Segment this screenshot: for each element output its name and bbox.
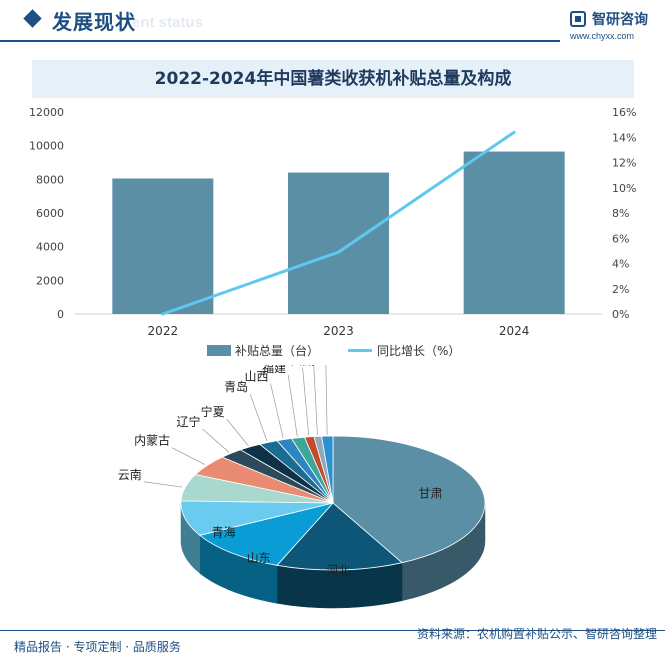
pie-slice-河北 <box>276 502 403 571</box>
pie-slice-其他 <box>321 435 334 504</box>
line-point-2022 <box>161 312 165 316</box>
pie-slice-山东 <box>198 502 335 566</box>
pie-leader-line <box>226 418 249 446</box>
section-title: 发展现状 <box>52 10 136 34</box>
footer-slogan: 精品报告 · 专项定制 · 品质服务 <box>14 640 181 654</box>
chart-title: 2022-2024年中国薯类收获机补贴总量及构成 <box>154 69 512 89</box>
brand-mark-icon <box>570 11 586 27</box>
pie-leader-line <box>202 428 230 453</box>
y-right-tick-label: 4% <box>612 258 629 271</box>
pie-label-宁夏: 宁夏 <box>201 404 225 419</box>
legend-label-line: 同比增长（%） <box>377 344 460 358</box>
header-divider <box>0 40 560 42</box>
pie-label-甘肃: 甘肃 <box>419 487 443 501</box>
line-point-2024 <box>512 130 516 134</box>
pie-slice-甘肃 <box>332 435 486 564</box>
y-right-tick-label: 6% <box>612 232 629 245</box>
pie-label-青岛: 青岛 <box>224 379 248 394</box>
x-tick-label: 2022 <box>148 324 179 338</box>
y-right-tick-label: 12% <box>612 157 636 170</box>
y-left-tick-label: 6000 <box>36 207 64 220</box>
pie-chart: 甘肃河北山东青海云南内蒙古辽宁宁夏青岛山西福建西藏河南其他 <box>118 365 486 609</box>
pie-label-山西: 山西 <box>245 370 269 384</box>
pie-leader-line <box>249 393 268 442</box>
y-left-tick-label: 0 <box>57 308 64 321</box>
pie-leader-line <box>171 447 205 465</box>
y-right-tick-label: 16% <box>612 106 636 119</box>
combo-chart: 0 2000 4000 6000 8000 10000 12000 0% 2% 4% 6% 8% 10%… <box>29 106 636 358</box>
pie-label-河北: 河北 <box>326 564 350 578</box>
line-point-2023 <box>337 250 340 254</box>
pie-leader-line <box>302 367 310 436</box>
legend-label-bar: 补贴总量（台） <box>235 343 319 358</box>
y-left-tick-label: 10000 <box>29 140 64 153</box>
bar-2023 <box>288 172 389 314</box>
pie-label-青海: 青海 <box>212 525 236 540</box>
pie-label-云南: 云南 <box>118 467 142 482</box>
pie-leader-line <box>325 365 328 435</box>
y-right-tick-label: 14% <box>612 131 636 144</box>
y-right-tick-label: 2% <box>612 283 629 296</box>
pie-label-辽宁: 辽宁 <box>176 414 200 429</box>
brand-name: 智研咨询 <box>592 12 648 28</box>
y-right-tick-label: 0% <box>612 308 629 321</box>
chart-title-bar: 2022-2024年中国薯类收获机补贴总量及构成 <box>32 60 634 98</box>
y-left-tick-label: 12000 <box>29 106 64 119</box>
y-right-tick-label: 10% <box>612 182 636 195</box>
pie-leader-line <box>287 374 298 437</box>
pie-label-福建: 福建 <box>262 365 286 375</box>
x-tick-label: 2024 <box>499 324 530 338</box>
pie-label-西藏: 西藏 <box>291 365 315 367</box>
pie-leader-line <box>143 481 183 488</box>
y-right-tick-label: 8% <box>612 207 629 220</box>
x-tick-label: 2023 <box>323 324 354 338</box>
pie-leader-line <box>313 365 318 436</box>
brand-logo: 智研咨询 www.chyxx.com <box>570 9 660 43</box>
data-source: 资料来源：农机购置补贴公示、智研咨询整理 <box>416 627 657 641</box>
footer-divider <box>0 630 665 631</box>
legend-swatch-bar <box>207 345 231 356</box>
y-left-tick-label: 4000 <box>36 241 64 254</box>
bar-2022 <box>112 178 214 314</box>
pie-leader-line <box>270 383 284 439</box>
pie-label-内蒙古: 内蒙古 <box>134 433 170 448</box>
section-header: ent status 发展现状 <box>0 0 665 44</box>
pie-label-山东: 山东 <box>247 551 271 565</box>
bar-2024 <box>463 151 565 314</box>
header-ghost-text: ent status <box>132 14 203 31</box>
brand-url: www.chyxx.com <box>570 31 635 41</box>
y-left-tick-label: 8000 <box>36 173 64 186</box>
y-left-tick-label: 2000 <box>36 274 64 287</box>
